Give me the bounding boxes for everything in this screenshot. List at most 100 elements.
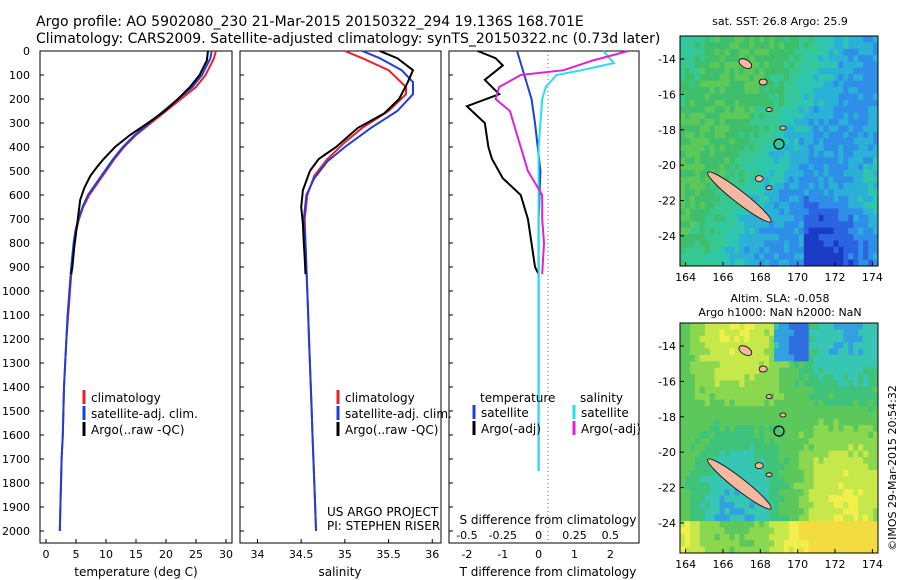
map-cell xyxy=(734,469,740,477)
map-cell xyxy=(828,157,834,165)
legend-label-climatology: climatology xyxy=(91,391,161,405)
map-cell xyxy=(818,457,825,465)
map-cell xyxy=(759,329,765,337)
map-cell xyxy=(769,489,775,496)
map-cell xyxy=(818,221,825,229)
map-cell xyxy=(853,386,859,394)
map-cell xyxy=(858,93,864,101)
map-cell xyxy=(808,151,815,158)
map-cell xyxy=(704,489,711,496)
map-cell xyxy=(868,329,874,337)
map-cell xyxy=(873,55,879,63)
map-cell xyxy=(823,335,829,343)
map-cell xyxy=(769,151,775,158)
map-cell xyxy=(838,234,844,241)
map-cell xyxy=(779,438,785,445)
map-cell xyxy=(689,463,696,471)
map-cell xyxy=(749,450,755,458)
map-cell xyxy=(749,476,755,484)
map-cell xyxy=(838,514,844,522)
depth-tick-label: 1700 xyxy=(2,453,30,466)
map-cell xyxy=(798,67,805,75)
map-cell xyxy=(808,99,815,107)
map-cell xyxy=(863,501,869,509)
map-cell xyxy=(779,119,785,126)
map-cell xyxy=(729,425,735,433)
map-cell xyxy=(774,189,780,197)
map-cell xyxy=(843,131,849,139)
map-cell xyxy=(724,457,730,465)
map-cell xyxy=(863,106,869,114)
map-cell xyxy=(769,425,775,433)
map-cell xyxy=(709,227,716,235)
map-cell xyxy=(685,406,691,413)
map-cell xyxy=(828,463,834,471)
map-cell xyxy=(823,431,829,439)
map-cell xyxy=(779,253,785,261)
map-cell xyxy=(833,195,839,203)
map-cell xyxy=(863,386,869,394)
map-cell xyxy=(868,106,874,114)
map-cell xyxy=(818,99,825,107)
map-cell xyxy=(813,144,820,152)
map-cell xyxy=(729,431,735,439)
map-cell xyxy=(838,444,844,452)
map-cell xyxy=(704,386,711,394)
map-cell xyxy=(685,253,691,261)
map-cell xyxy=(808,412,815,420)
map-cell xyxy=(863,323,869,330)
map-cell xyxy=(853,508,859,516)
map-cell xyxy=(729,361,735,369)
map-cell xyxy=(739,329,745,337)
map-cell xyxy=(808,514,815,522)
map-cell xyxy=(729,367,735,375)
map-cell xyxy=(858,61,864,69)
map-cell xyxy=(833,61,839,69)
map-cell xyxy=(858,521,864,528)
map-cell xyxy=(724,74,730,82)
map-cell xyxy=(744,151,750,158)
map-cell xyxy=(848,329,854,337)
map-cell xyxy=(709,361,716,369)
map-cell xyxy=(838,253,844,261)
map-cell xyxy=(803,202,810,209)
map-cell xyxy=(838,61,844,69)
map-cell xyxy=(798,208,805,216)
map-cell xyxy=(873,374,879,381)
map-cell xyxy=(798,514,805,522)
map-cell xyxy=(873,540,879,548)
map-cell xyxy=(739,540,745,548)
map-cell xyxy=(689,438,696,445)
map-cell xyxy=(744,406,750,413)
map-cell xyxy=(868,67,874,75)
map-cell xyxy=(694,546,701,554)
map-cell xyxy=(828,202,834,209)
map-cell xyxy=(803,67,810,75)
series-line-climatology xyxy=(58,50,217,532)
map-cell xyxy=(803,189,810,197)
map-cell xyxy=(838,533,844,541)
map-cell xyxy=(769,253,775,261)
map-cell xyxy=(803,55,810,63)
map-cell xyxy=(729,55,735,63)
map-cell xyxy=(689,48,696,56)
map-cell xyxy=(848,170,854,178)
map-cell xyxy=(853,501,859,509)
map-cell xyxy=(734,253,740,261)
map-cell xyxy=(843,170,849,178)
map-cell xyxy=(838,55,844,63)
map-cell xyxy=(788,170,795,178)
map-cell xyxy=(853,36,859,43)
map-cell xyxy=(680,131,686,139)
map-cell xyxy=(843,253,849,261)
map-cell xyxy=(759,61,765,69)
map-cell xyxy=(779,182,785,190)
map-cell xyxy=(868,380,874,388)
map-cell xyxy=(779,131,785,139)
map-cell xyxy=(759,240,765,248)
map-cell xyxy=(803,533,810,541)
map-cell xyxy=(680,393,686,401)
map-cell xyxy=(803,259,810,267)
map-cell xyxy=(744,163,750,171)
map-cell xyxy=(719,342,726,350)
